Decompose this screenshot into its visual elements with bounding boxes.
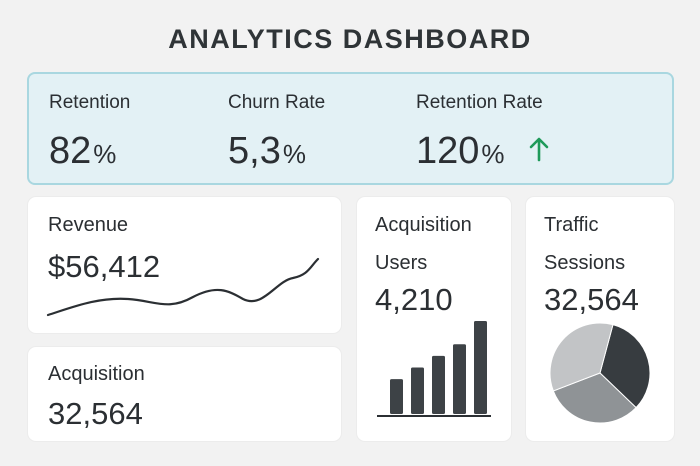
kpi-retention-unit: % (93, 139, 117, 169)
kpi-retention-rate-number: 120 (416, 130, 480, 172)
sessions-pie-slice (599, 324, 651, 409)
users-bar-chart (377, 321, 491, 417)
kpi-churn-value: 5,3% (228, 130, 306, 173)
acquisition-summary-card[interactable]: Acquisition 32,564 (28, 347, 341, 441)
revenue-card[interactable]: Revenue $56,412 (28, 197, 341, 333)
users-bar (474, 321, 487, 414)
revenue-sparkline (46, 257, 320, 317)
arrow-up-icon (529, 137, 549, 162)
acquisition-users-card[interactable]: Acquisition Users 4,210 (357, 197, 511, 441)
users-bar (390, 379, 403, 414)
kpi-band: Retention 82% Churn Rate 5,3% Retention … (27, 72, 674, 185)
page-title: ANALYTICS DASHBOARD (168, 24, 532, 54)
kpi-retention-rate-unit: % (481, 139, 505, 169)
sessions-pie-slice (552, 372, 637, 424)
users-bar (411, 367, 424, 414)
revenue-trend-line (46, 257, 320, 317)
acquisition-summary-label: Acquisition (48, 363, 145, 385)
kpi-retention-number: 82 (49, 130, 92, 172)
acquisition-users-label: Acquisition (375, 214, 472, 236)
users-bar (453, 344, 466, 414)
kpi-churn-label: Churn Rate (228, 92, 326, 113)
traffic-label: Traffic (544, 214, 599, 236)
acquisition-users-value: 4,210 (375, 282, 453, 317)
sessions-pie-slice (549, 322, 614, 392)
traffic-sublabel: Sessions (544, 252, 626, 274)
kpi-retention-label: Retention (49, 92, 131, 113)
acquisition-users-sublabel: Users (375, 252, 428, 274)
revenue-label: Revenue (48, 214, 129, 236)
revenue-value: $56,412 (48, 249, 161, 284)
users-bar (432, 355, 445, 414)
acquisition-summary-value: 32,564 (48, 396, 143, 431)
kpi-retention-value: 82% (49, 130, 116, 173)
kpi-retention-rate-value: 120% (416, 130, 505, 173)
traffic-value: 32,564 (544, 282, 639, 317)
traffic-card[interactable]: Traffic Sessions 32,564 (526, 197, 674, 441)
kpi-churn-number: 5,3 (228, 130, 281, 172)
kpi-churn-unit: % (282, 139, 306, 169)
sessions-pie-chart (549, 322, 651, 424)
kpi-retention-rate-label: Retention Rate (416, 92, 543, 113)
